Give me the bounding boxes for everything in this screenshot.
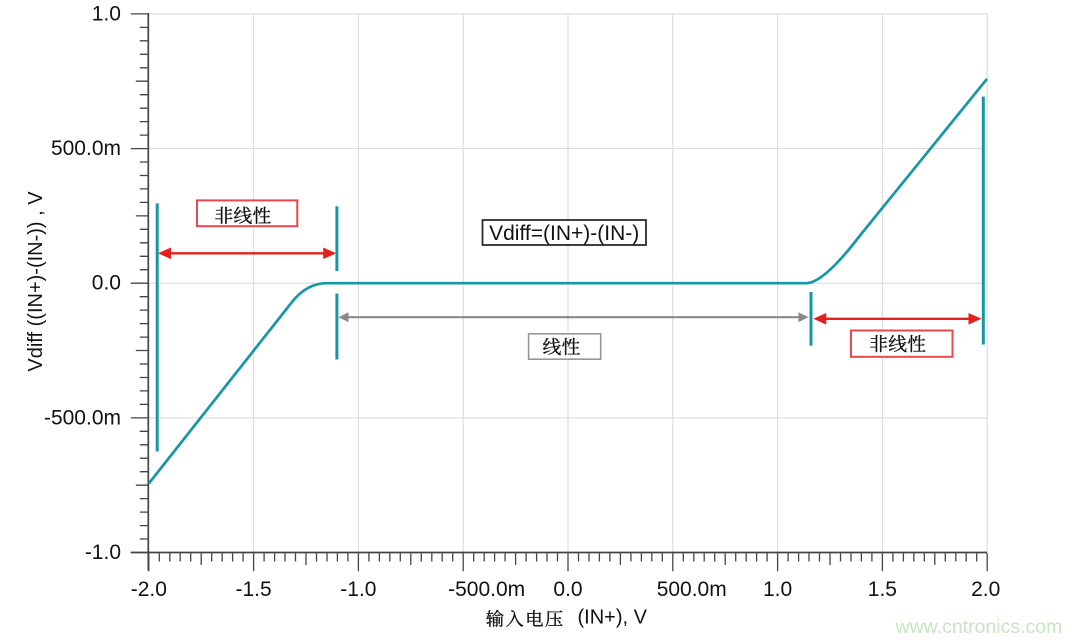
svg-text:0.0: 0.0: [553, 578, 582, 601]
svg-text:-2.0: -2.0: [131, 578, 167, 601]
svg-text:Vdiff ((IN+)-(IN-)) , V: Vdiff ((IN+)-(IN-)) , V: [25, 191, 47, 372]
svg-text:2.0: 2.0: [971, 578, 1000, 601]
svg-text:Vdiff=(IN+)-(IN-): Vdiff=(IN+)-(IN-): [489, 222, 639, 245]
svg-text:1.5: 1.5: [868, 578, 897, 601]
svg-text:500.0m: 500.0m: [657, 578, 727, 601]
svg-text:(IN+), V: (IN+), V: [578, 607, 648, 629]
svg-text:-500.0m: -500.0m: [448, 578, 525, 601]
svg-text:-1.5: -1.5: [236, 578, 272, 601]
svg-text:-500.0m: -500.0m: [44, 406, 121, 429]
svg-text:-1.0: -1.0: [340, 578, 376, 601]
svg-text:1.0: 1.0: [92, 2, 121, 25]
svg-text:0.0: 0.0: [92, 272, 121, 295]
svg-text:www.cntronics.com: www.cntronics.com: [895, 616, 1063, 638]
svg-text:1.0: 1.0: [763, 578, 792, 601]
svg-text:500.0m: 500.0m: [51, 137, 121, 160]
svg-text:-1.0: -1.0: [85, 541, 121, 564]
